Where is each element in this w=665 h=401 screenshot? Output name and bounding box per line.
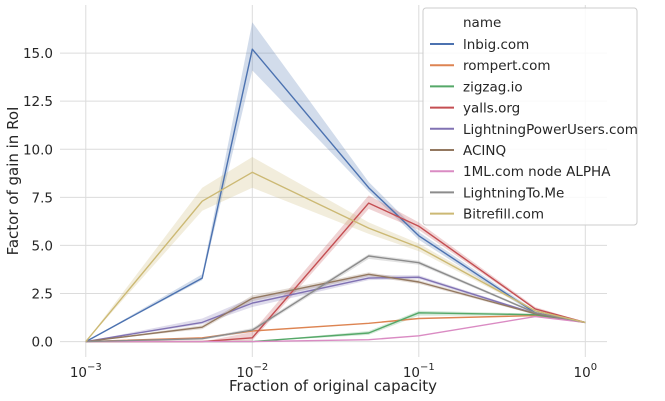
x-tick-label: 100 — [574, 362, 598, 381]
legend-label-lightningto-me: LightningTo.Me — [463, 185, 564, 201]
legend-label-1ml-com-node-alpha: 1ML.com node ALPHA — [463, 164, 611, 180]
x-tick-label: 10−3 — [70, 362, 102, 381]
series-line-1ml-com-node-alpha — [85, 315, 586, 343]
legend-box — [422, 7, 638, 226]
band-acinq — [85, 272, 586, 342]
y-tick-label: 7.5 — [32, 190, 53, 206]
legend-label-yalls-org: yalls.org — [463, 101, 520, 117]
series-line-rompert-com — [85, 314, 586, 343]
series-lines — [85, 48, 586, 343]
y-tick-label: 12.5 — [23, 94, 53, 110]
band-bitrefill-com — [85, 157, 586, 342]
y-tick-label: 5.0 — [32, 238, 53, 254]
y-tick-label: 2.5 — [32, 287, 53, 303]
y-axis-label: Factor of gain in RoI — [4, 107, 22, 256]
legend-label-acinq: ACINQ — [463, 143, 506, 159]
legend-label-zigzag-io: zigzag.io — [463, 79, 523, 95]
band-lnbig-com — [85, 22, 586, 342]
y-tick-label: 0.0 — [32, 335, 53, 351]
series-line-lightningto-me — [85, 255, 586, 343]
legend-label-bitrefill-com: Bitrefill.com — [463, 207, 544, 223]
series-line-bitrefill-com — [85, 171, 586, 343]
x-axis-label: Fraction of original capacity — [229, 377, 437, 395]
y-tick-label: 15.0 — [23, 46, 53, 62]
legend: name lnbig.com rompert.com zigzag.io yalls.… — [422, 7, 638, 226]
legend-label-lnbig-com: lnbig.com — [463, 37, 529, 53]
series-line-acinq — [85, 273, 586, 343]
legend-label-rompert-com: rompert.com — [463, 58, 551, 74]
legend-label-lightningpowerusers-com: LightningPowerUsers.com — [463, 122, 638, 138]
y-tick-label: 10.0 — [23, 142, 53, 158]
legend-title: name — [463, 15, 501, 31]
